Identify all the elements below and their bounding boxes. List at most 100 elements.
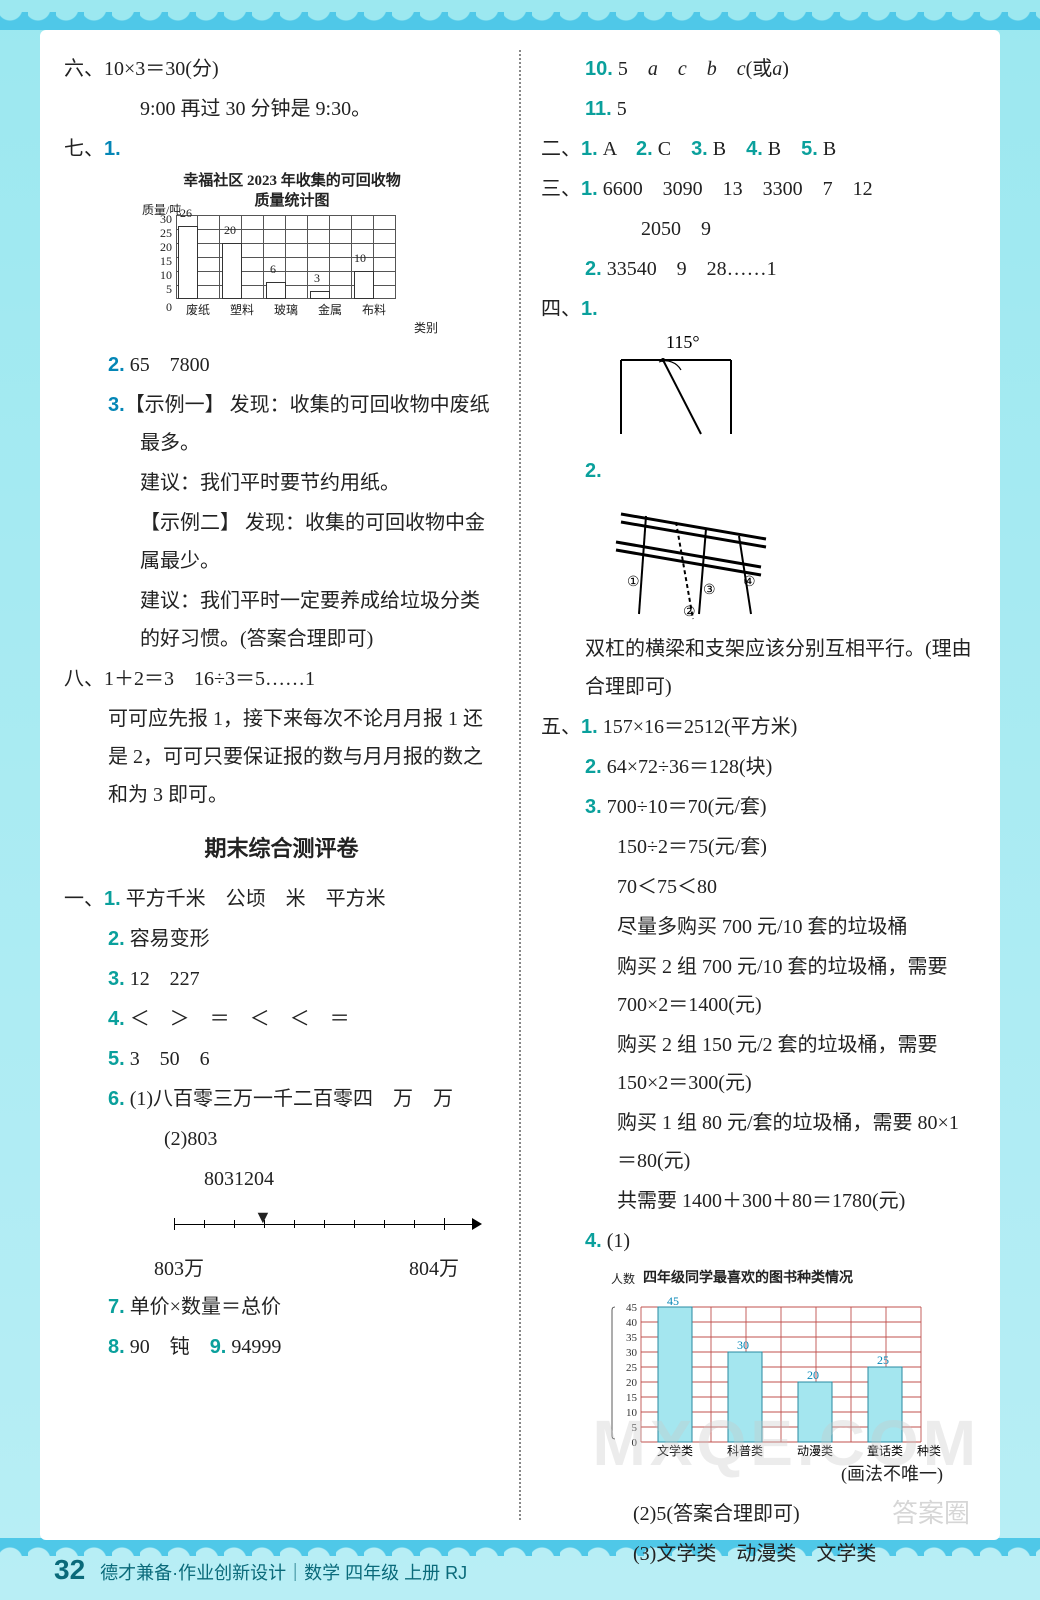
ytick: 25 [142,222,176,236]
footer: 32 德才兼备·作业创新设计｜数学 四年级 上册 RJ [54,1554,467,1586]
svg-text:25: 25 [877,1353,889,1367]
xlab: 布料 [352,299,396,317]
ytick: 5 [142,278,176,292]
barval: 20 [224,219,236,242]
eight-b: 可可应先报 1，接下来每次不论月月报 1 还是 2，可可只要保证报的数与月月报的… [64,700,499,814]
r10: 10. 5 a c b c(或a) [541,50,976,88]
five3b: 150÷2＝75(元/套) [541,828,976,866]
angle-diagram: 115° [611,334,741,444]
numberline: ▼ [174,1204,474,1244]
barval: 26 [180,202,192,225]
bar [310,291,330,299]
svg-text:种类: 种类 [917,1444,941,1457]
barval: 6 [270,258,276,281]
nl-left: 803万 [154,1250,204,1288]
chart2-ylabel: 人数 [611,1268,635,1293]
six-b: 9:00 再过 30 分钟是 9:30。 [64,90,499,128]
nl-right: 804万 [409,1250,459,1288]
y1-6a: 6. (1)八百零三万一千二百零四 万 万 [64,1080,499,1118]
page-number: 32 [54,1554,85,1586]
svg-text:10: 10 [626,1407,638,1419]
seven-label: 七、 [64,138,104,160]
seven-3d: 建议：我们平时一定要养成给垃圾分类的好习惯。(答案合理即可) [64,582,499,658]
svg-text:45: 45 [667,1297,679,1308]
chart1-grid: 30 25 20 15 10 5 0 废纸 塑料 玻璃 金属 [142,215,442,317]
bar [354,271,374,299]
seven-3b: 建议：我们平时要节约用纸。 [64,464,499,502]
five3e: 购买 2 组 700 元/10 套的垃圾桶，需要 700×2＝1400(元) [541,948,976,1024]
svg-text:30: 30 [626,1347,638,1359]
right-column: 10. 5 a c b c(或a) 11. 5 二、1. A 2. C 3. B… [541,50,976,1520]
five3f: 购买 2 组 150 元/2 套的垃圾桶，需要 150×2＝300(元) [541,1026,976,1102]
five3h: 共需要 1400＋300＋80＝1780(元) [541,1182,976,1220]
four2-text: 双杠的横梁和支架应该分别互相平行。(理由合理即可) [541,630,976,706]
five2: 2. 64×72÷36＝128(块) [541,748,976,786]
angle-label: 115° [666,334,700,352]
four1: 四、1. [541,290,976,328]
five1: 五、1. 157×16＝2512(平方米) [541,708,976,746]
y1-1: 一、1. 平方千米 公顷 米 平方米 [64,880,499,918]
y1-5: 5. 3 50 6 [64,1040,499,1078]
chart1: 幸福社区 2023 年收集的可回收物 质量统计图 质量/吨 30 25 20 1… [142,172,442,340]
xaxis-label: 类别 [142,317,442,340]
five4-3: (3)文学类 动漫类 文学类 [541,1535,976,1573]
y1-7: 7. 单价×数量＝总价 [64,1288,499,1326]
svg-text:30: 30 [737,1338,749,1352]
bar [178,226,198,299]
eight-a: 八、1＋2＝3 16÷3＝5……1 [64,660,499,698]
svg-text:20: 20 [807,1368,819,1382]
seven-3a: 3.【示例一】 发现：收集的可回收物中废纸最多。 [64,386,499,462]
y1-2: 2. 容易变形 [64,920,499,958]
y1-6c: 8031204 [64,1160,499,1198]
y1-4: 4. ＜ ＞ ＝ ＜ ＜ ＝ [64,1000,499,1038]
svg-text:25: 25 [626,1362,638,1374]
barval: 3 [314,267,320,290]
double-bar-diagram: ① ② ③ ④ [611,494,781,624]
y1-6b: (2)803 [64,1120,499,1158]
chart1-title-a: 幸福社区 2023 年收集的可回收物 [142,172,442,192]
left-column: 六、10×3＝30(分) 9:00 再过 30 分钟是 9:30。 七、1. 幸… [64,50,499,1520]
bar [266,282,286,299]
seven-2: 2. 65 7800 [64,346,499,384]
svg-text:文学类: 文学类 [657,1443,693,1457]
svg-text:科普类: 科普类 [727,1444,763,1457]
bar [222,243,242,299]
chart2-note: (画法不唯一) [611,1457,951,1491]
svg-text:5: 5 [632,1422,638,1434]
column-divider [519,50,521,1520]
chart2-grid: 45 30 20 25 454035302520151050 文学类科普类动漫类… [611,1297,941,1457]
svg-text:15: 15 [626,1392,638,1404]
xlab: 玻璃 [264,299,308,317]
svg-text:40: 40 [626,1317,638,1329]
seven-3c: 【示例二】 发现：收集的可回收物中金属最少。 [64,504,499,580]
xlab: 金属 [308,299,352,317]
final-head: 期末综合测评卷 [64,828,499,870]
svg-text:②: ② [683,605,696,620]
ytick: 20 [142,236,176,250]
footer-text: 德才兼备·作业创新设计｜数学 四年级 上册 RJ [100,1563,467,1583]
svg-text:35: 35 [626,1332,638,1344]
three2: 2. 33540 9 28……1 [541,250,976,288]
two: 二、1. A 2. C 3. B 4. B 5. B [541,130,976,168]
four2-num: 2. [541,452,976,490]
chart2-title: 四年级同学最喜欢的图书种类情况 [643,1266,853,1293]
page: 六、10×3＝30(分) 9:00 再过 30 分钟是 9:30。 七、1. 幸… [40,30,1000,1540]
five4-1: 4. (1) [541,1222,976,1260]
six-a: 六、10×3＝30(分) [64,50,499,88]
three1b: 2050 9 [541,210,976,248]
svg-text:①: ① [627,575,640,590]
svg-text:③: ③ [703,583,716,598]
svg-text:0: 0 [632,1437,638,1449]
watermark-small: 答案圈 [892,1493,970,1530]
nl-labels: 803万 804万 [64,1250,499,1288]
svg-text:45: 45 [626,1302,638,1314]
ytick: 10 [142,264,176,278]
seven-1: 七、1. [64,130,499,168]
r11: 11. 5 [541,90,976,128]
five3g: 购买 1 组 80 元/套的垃圾桶，需要 80×1＝80(元) [541,1104,976,1180]
ytick: 30 [142,208,176,222]
ytick: 0 [142,296,176,314]
barval: 10 [354,247,366,270]
xlab: 废纸 [176,299,220,317]
five3c: 70＜75＜80 [541,868,976,906]
